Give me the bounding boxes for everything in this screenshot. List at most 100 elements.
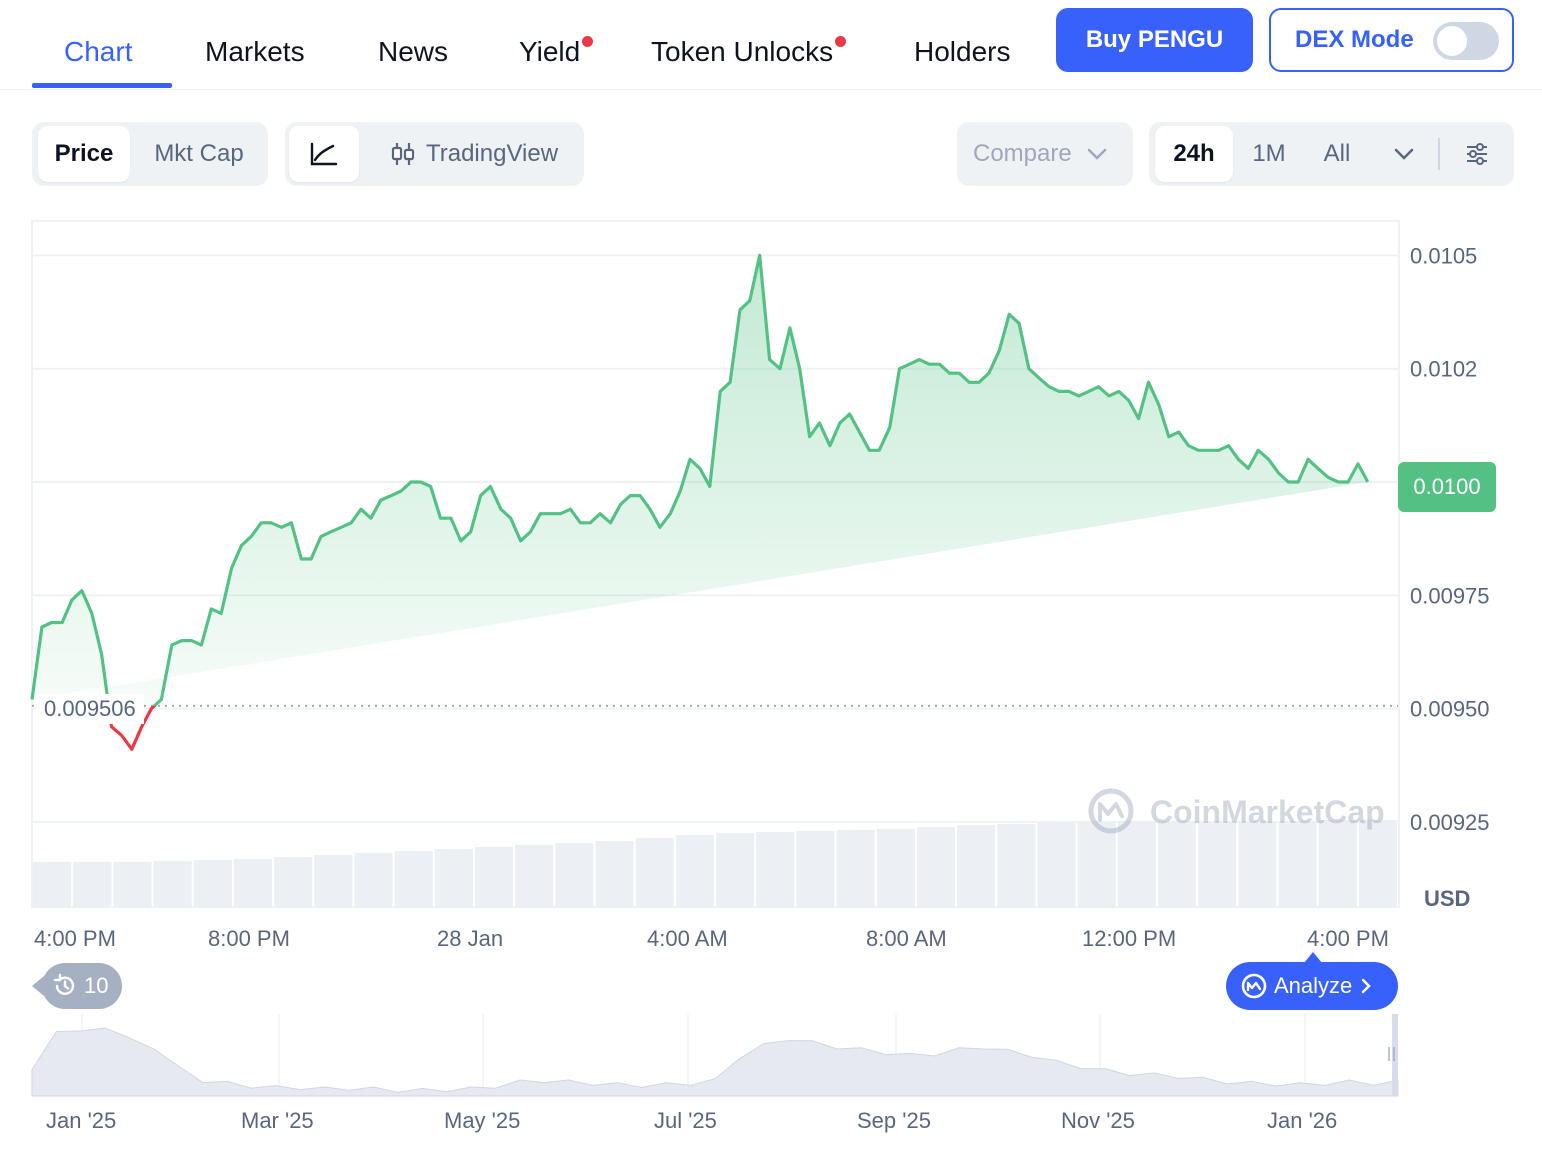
volume-bar [33,862,72,907]
volume-bar [1077,822,1116,907]
current-price-badge: 0.0100 [1398,462,1496,512]
navigator-tick-label: Sep '25 [857,1108,931,1133]
tab-chart[interactable]: Chart [64,36,133,67]
volume-bar [555,843,594,907]
volume-bar [1318,820,1357,907]
x-tick-label: 8:00 PM [208,926,290,951]
y-tick-label: 0.00925 [1410,810,1490,835]
navigator-tick-label: Jan '26 [1267,1108,1338,1133]
navigator-handle[interactable] [1388,1047,1395,1061]
volume-bar [796,831,835,907]
volume-bar [73,862,112,907]
buy-button-label: Buy PENGU [1085,26,1224,53]
compare-dropdown[interactable]: Compare [957,122,1133,186]
currency-label: USD [1424,886,1471,911]
coinmarketcap-icon [1241,973,1267,999]
navigator-tick-label: Jul '25 [654,1108,717,1133]
volume-bar [153,861,192,907]
volume-bar [635,838,674,907]
dex-mode-switch[interactable] [1433,22,1499,60]
volume-bar [595,841,634,907]
volume-bar [233,859,273,907]
price-area-fill [32,255,1368,706]
price-mktcap-toggle: Price Mkt Cap [32,122,268,186]
y-tick-label: 0.0102 [1410,357,1477,382]
volume-bar [193,860,232,907]
tab-markets[interactable]: Markets [205,36,305,67]
watermark: CoinMarketCap [1088,788,1385,834]
tab-yield[interactable]: Yield [519,36,581,67]
settings-sliders-icon [1467,143,1487,165]
notification-dot [582,36,593,47]
price-option[interactable]: Price [38,126,130,182]
volume-bar [1117,821,1156,907]
volume-bar [716,833,755,907]
volume-bar [1198,821,1237,907]
volume-bar [916,827,956,907]
compare-label: Compare [973,140,1072,167]
navigator-tick-label: May '25 [444,1108,521,1133]
x-tick-label: 28 Jan [437,926,504,951]
range-more-dropdown[interactable] [1381,126,1427,182]
volume-bars [33,820,1397,907]
buy-button[interactable]: Buy PENGU [1056,8,1253,72]
chart-settings-button[interactable] [1455,126,1499,182]
chevron-right-icon [1362,978,1371,994]
top-tabs: Chart Markets News Yield Token Unlocks Holder… [0,0,1542,90]
watermark-text: CoinMarketCap [1150,794,1385,830]
range-navigator[interactable] [0,1010,1542,1100]
range-1m-option[interactable]: 1M [1252,140,1286,167]
y-tick-label: 0.00975 [1410,583,1490,608]
volume-bar [113,862,152,907]
price-chart[interactable]: CoinMarketCap 0.0105 0.0102 0.0100 0.00975 0… [0,200,1542,915]
x-tick-label: 12:00 PM [1082,926,1177,951]
tab-token-unlocks[interactable]: Token Unlocks [651,36,834,67]
line-chart-option[interactable] [289,126,359,182]
volume-bar [836,830,875,907]
dex-mode-toggle[interactable]: DEX Mode [1269,8,1514,72]
dex-mode-knob [1437,26,1467,56]
volume-bar [394,851,433,907]
navigator-selection[interactable] [1392,1014,1398,1096]
range-all-option[interactable]: All [1323,140,1351,167]
navigator-area [31,1027,1399,1097]
time-range-toggle: 24h 1M All [1149,122,1514,186]
volume-bar [274,857,313,907]
history-count: 10 [84,973,109,998]
volume-bar [474,847,514,907]
x-tick-label: 4:00 AM [647,926,728,951]
range-24h-option[interactable]: 24h [1155,126,1233,182]
x-tick-label: 8:00 AM [866,926,947,951]
tradingview-label: TradingView [425,140,559,167]
volume-bar [1037,823,1076,907]
history-button[interactable]: 10 [32,963,122,1009]
chevron-down-icon [1394,148,1414,160]
history-icon [53,973,75,995]
tab-news[interactable]: News [378,36,449,67]
tradingview-option[interactable]: TradingView [379,126,569,182]
volume-bar [675,835,714,907]
analyze-label: Analyze [1274,973,1353,998]
volume-bar [314,855,353,907]
chevron-down-icon [1087,148,1106,160]
toolbar-divider [1438,138,1440,170]
volume-bar [957,825,996,907]
y-tick-label: 0.00950 [1410,697,1490,722]
notification-dot [835,36,846,47]
volume-bar [354,853,393,907]
dex-mode-label: DEX Mode [1295,26,1414,53]
analyze-button[interactable]: Analyze [1226,952,1398,1010]
volume-bar [876,829,915,907]
volume-bar [997,824,1036,907]
navigator-tick-label: Nov '25 [1061,1108,1135,1133]
navigator-tick-label: Jan '25 [46,1108,117,1133]
volume-bar [515,845,554,907]
line-chart-icon [310,142,338,166]
candlestick-icon [391,143,415,165]
volume-bar [434,849,473,907]
mktcap-option[interactable]: Mkt Cap [154,140,244,167]
y-tick-label: 0.0105 [1410,243,1477,268]
x-tick-label: 4:00 PM [1307,926,1389,951]
volume-bar [1358,820,1397,907]
tab-holders[interactable]: Holders [914,36,1011,67]
